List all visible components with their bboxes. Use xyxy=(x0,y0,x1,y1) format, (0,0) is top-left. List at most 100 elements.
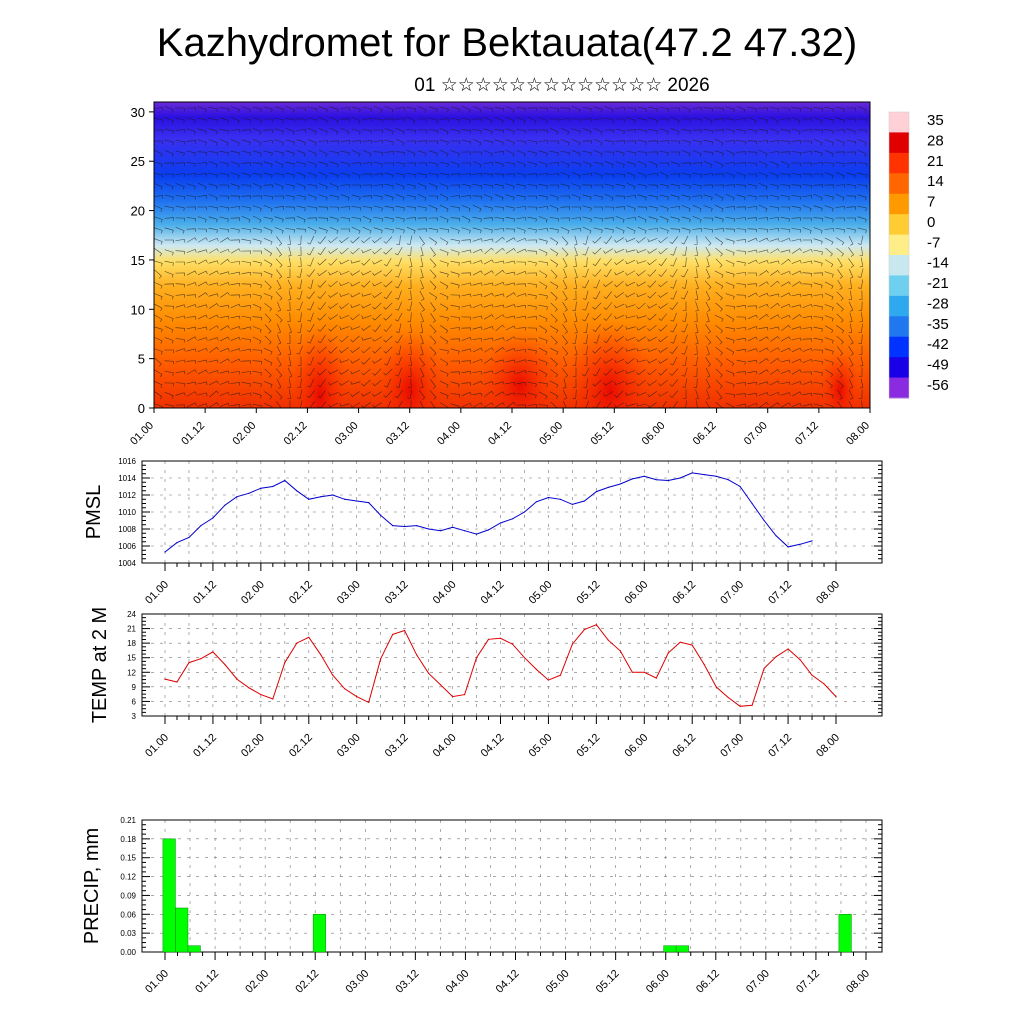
wind-barb xyxy=(329,206,339,211)
wind-barb xyxy=(636,359,647,363)
wind-barb xyxy=(858,389,863,399)
wind-barb xyxy=(276,334,282,345)
wind-barb xyxy=(802,348,813,352)
wind-barb xyxy=(186,336,197,342)
wind-barb xyxy=(824,348,834,355)
wind-barb xyxy=(197,216,207,223)
warm-core xyxy=(565,320,655,408)
wind-barb xyxy=(287,345,292,356)
wind-barb xyxy=(759,314,769,320)
wind-barb xyxy=(714,228,725,232)
wind-barb xyxy=(439,149,449,157)
wind-barb xyxy=(351,226,361,234)
y-tick-label: 0.21 xyxy=(120,816,136,825)
wind-barb xyxy=(219,216,229,223)
wind-barb xyxy=(692,118,702,123)
wind-barb xyxy=(208,380,219,386)
wind-barb xyxy=(263,140,274,144)
wind-barb xyxy=(395,216,405,223)
wind-barb xyxy=(592,379,602,387)
data-point xyxy=(308,636,310,638)
wind-barb xyxy=(164,305,174,310)
wind-barb xyxy=(384,106,394,113)
wind-barb xyxy=(285,194,295,201)
wind-barb xyxy=(154,118,163,123)
wind-barb xyxy=(175,392,186,396)
wind-barb xyxy=(428,161,438,168)
wind-barb xyxy=(648,205,658,212)
x-tick-label: 01.00 xyxy=(143,579,171,607)
wind-barb xyxy=(681,172,691,179)
wind-barb xyxy=(647,280,657,288)
wind-barb xyxy=(275,368,283,378)
wind-barb xyxy=(154,293,163,300)
data-point xyxy=(811,540,813,542)
wind-barb xyxy=(241,304,252,309)
wind-barb xyxy=(658,313,668,321)
wind-barb xyxy=(419,400,424,408)
wind-barb xyxy=(373,105,383,113)
wind-barb xyxy=(527,272,537,277)
wind-barb xyxy=(527,150,537,157)
wind-barb xyxy=(252,127,262,135)
wind-barb xyxy=(769,161,779,168)
wind-barb xyxy=(574,323,578,334)
wind-barb xyxy=(747,381,758,386)
wind-barb xyxy=(219,370,230,374)
wind-barb xyxy=(550,369,558,378)
wind-barb xyxy=(703,129,713,134)
wind-barb xyxy=(186,304,197,308)
wind-barb xyxy=(439,193,449,201)
wind-barb xyxy=(670,279,677,289)
wind-barb xyxy=(287,279,293,290)
wind-barb xyxy=(472,227,482,234)
wind-barb xyxy=(636,369,646,376)
warm-core xyxy=(820,350,860,408)
wind-barb xyxy=(472,118,482,122)
wind-barb xyxy=(328,392,339,396)
wind-barb xyxy=(461,402,472,407)
wind-barb xyxy=(461,215,471,223)
wind-barb xyxy=(550,269,558,279)
wind-barb xyxy=(550,335,558,345)
data-point xyxy=(452,526,454,528)
wind-barb xyxy=(208,216,218,223)
wind-barb xyxy=(549,194,559,201)
wind-barb xyxy=(560,195,570,200)
wind-barb xyxy=(670,183,680,190)
data-point xyxy=(559,674,562,676)
wind-barb xyxy=(603,258,613,266)
wind-barb xyxy=(339,347,349,354)
wind-barb xyxy=(287,389,291,400)
wind-barb xyxy=(747,348,758,352)
wind-barb xyxy=(736,128,746,134)
wind-barb xyxy=(539,325,548,334)
wind-barb xyxy=(483,194,493,201)
wind-barb xyxy=(483,184,493,189)
wind-barb xyxy=(473,402,483,408)
wind-barb xyxy=(681,290,689,300)
wind-barb xyxy=(361,379,371,387)
wind-barb xyxy=(408,290,412,301)
wind-barb xyxy=(208,260,219,264)
wind-barb xyxy=(603,401,613,408)
wind-barb xyxy=(317,379,326,388)
wind-barb xyxy=(274,160,284,168)
wind-barb xyxy=(670,246,677,256)
wind-barb xyxy=(604,227,614,233)
wind-barb xyxy=(527,348,537,354)
wind-barb xyxy=(846,227,856,234)
wind-barb xyxy=(340,161,350,168)
wind-barb xyxy=(604,217,614,221)
wind-barb xyxy=(483,381,494,385)
wind-barb xyxy=(714,150,724,157)
wind-barb xyxy=(692,129,702,134)
wind-barb xyxy=(592,357,602,365)
wind-barb xyxy=(694,345,698,355)
data-point xyxy=(272,698,274,700)
wind-barb xyxy=(625,315,636,319)
wind-barb xyxy=(263,237,273,245)
wind-barb xyxy=(175,304,186,308)
wind-barb xyxy=(614,336,624,342)
wind-barb xyxy=(154,260,163,267)
